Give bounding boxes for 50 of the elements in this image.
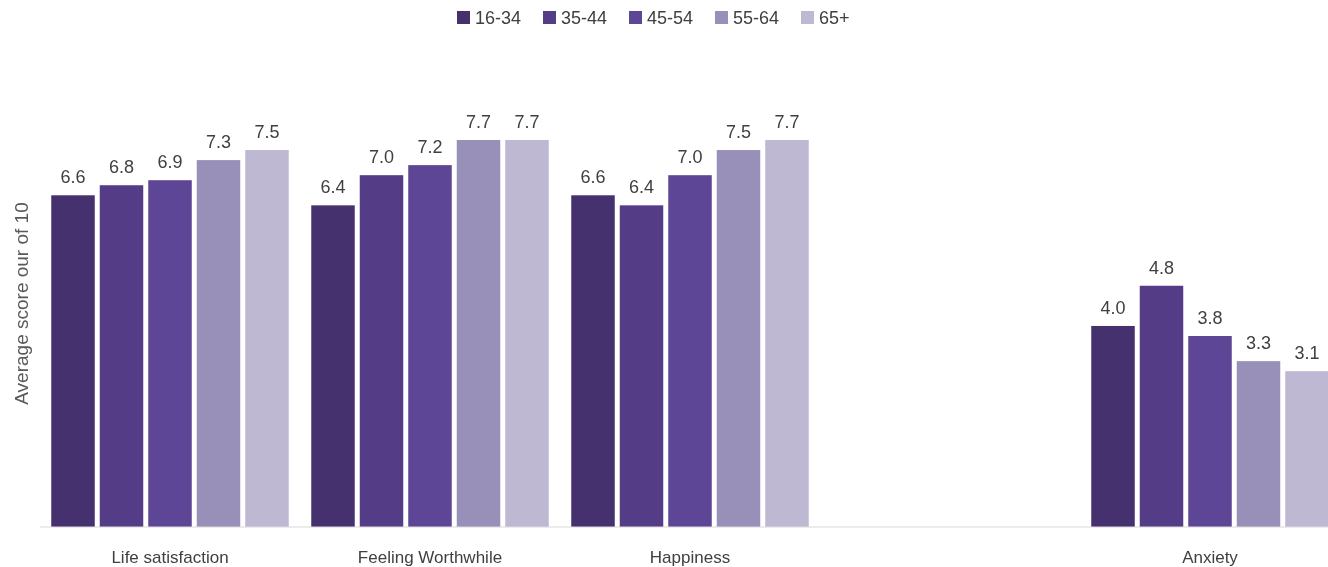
bar: [359, 175, 404, 527]
data-label: 6.8: [108, 157, 135, 178]
legend-label: 65+: [819, 8, 850, 28]
bar: [1139, 285, 1184, 527]
data-label: 6.6: [60, 167, 86, 188]
data-label: 6.4: [320, 177, 346, 198]
data-label: 4.8: [1148, 257, 1175, 278]
data-label: 7.7: [465, 112, 492, 132]
bar: [1236, 361, 1281, 527]
bar: [716, 150, 761, 527]
legend-label: 16-34: [475, 8, 522, 28]
bar: [148, 180, 192, 527]
legend-label: 45-54: [647, 8, 694, 28]
x-tick-label: Anxiety: [1182, 548, 1239, 567]
data-label: 3.8: [1197, 308, 1223, 329]
bar: [456, 140, 501, 527]
data-label: 7.7: [514, 112, 540, 132]
bar: [505, 140, 549, 527]
bar: [1285, 371, 1328, 527]
data-label: 6.9: [157, 152, 183, 173]
data-label: 6.4: [628, 177, 655, 198]
x-tick-label: Life satisfaction: [111, 548, 229, 567]
data-label: 7.7: [774, 112, 800, 132]
bar: [51, 195, 95, 527]
x-tick-label: Happiness: [649, 548, 731, 567]
x-tick-label: Feeling Worthwhile: [357, 548, 503, 567]
bar: [245, 150, 289, 527]
data-label: 4.0: [1100, 297, 1126, 318]
legend-label: 35-44: [561, 8, 608, 28]
bar: [196, 160, 241, 527]
bar: [765, 140, 809, 527]
data-label: 7.0: [677, 147, 703, 168]
bar: [668, 175, 712, 527]
bar: [408, 165, 452, 527]
data-label: 7.2: [417, 137, 443, 158]
bar: [619, 205, 664, 527]
bar: [99, 185, 144, 527]
data-label: 3.1: [1294, 343, 1320, 364]
data-label: 7.0: [368, 147, 395, 168]
data-label: 7.3: [205, 132, 232, 153]
data-label: 6.6: [580, 167, 606, 188]
data-label: 3.3: [1245, 333, 1272, 354]
y-axis-title: Average score our of 10: [11, 202, 32, 405]
data-label: 7.5: [725, 122, 752, 143]
bar: [1188, 336, 1232, 527]
bar: [311, 205, 355, 527]
data-label: 7.5: [254, 122, 280, 143]
bar: [1091, 325, 1135, 527]
bar: [571, 195, 615, 527]
legend-label: 55-64: [733, 8, 780, 28]
